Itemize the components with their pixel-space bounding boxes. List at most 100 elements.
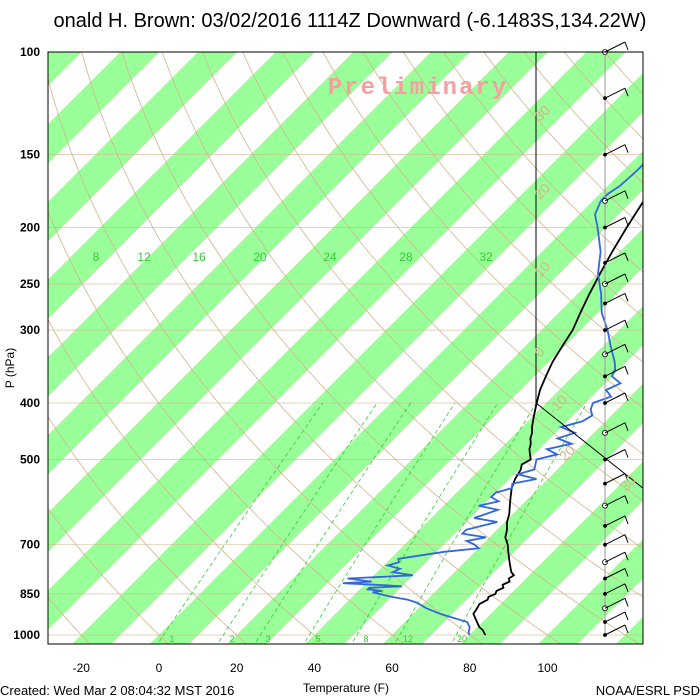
- wind-barb: [604, 551, 626, 563]
- isotherm-band: [691, 52, 700, 647]
- isotherm-line: [48, 52, 471, 475]
- dry-adiabat: [81, 52, 562, 644]
- wind-barb: [604, 343, 626, 355]
- wind-barb: [604, 611, 626, 623]
- wind-barb: [604, 597, 626, 609]
- wind-barb: [604, 422, 626, 434]
- y-tick-label: 850: [20, 587, 40, 601]
- isotherm-line: [48, 52, 238, 242]
- wind-barb: [604, 252, 626, 264]
- wind-barb: [604, 515, 626, 527]
- dry-adiabat: [48, 210, 405, 644]
- wind-barb: [604, 534, 626, 546]
- mixing-ratio-bottom-label: 2: [229, 634, 234, 644]
- mixing-ratio-bottom-label: 20: [457, 634, 467, 644]
- wind-barb-flag: [624, 495, 629, 504]
- isotherm-line: [48, 52, 587, 591]
- wind-barb-flag: [624, 366, 629, 375]
- isotherm-line: [652, 52, 700, 647]
- x-axis-label: Temperature (F): [303, 681, 389, 695]
- y-tick-label: 100: [20, 45, 40, 59]
- wind-barb-flag: [624, 319, 629, 329]
- wind-barb-flag: [624, 273, 629, 283]
- wind-barb: [604, 624, 626, 636]
- mixing-ratio-line: [217, 402, 378, 644]
- mixing-ratio-line: [157, 402, 324, 644]
- wind-barb-flag: [624, 583, 629, 593]
- isotherm-line: [48, 52, 276, 281]
- dry-adiabat: [362, 52, 643, 363]
- watermark: Preliminary: [328, 75, 508, 102]
- mixing-ratio-label: 32: [479, 250, 493, 264]
- isotherm-line: [48, 52, 315, 320]
- dry-adiabat: [242, 52, 643, 502]
- y-tick-label: 500: [20, 452, 40, 466]
- isotherm-line: [48, 52, 354, 358]
- mixing-ratio-bottom-label: 12: [403, 634, 413, 644]
- y-tick-label: 700: [20, 538, 40, 552]
- wind-barb-flag: [624, 41, 629, 51]
- mixing-ratio-label: 20: [253, 250, 267, 264]
- isotherm-line: [305, 306, 643, 644]
- wind-barb-flag: [624, 87, 629, 97]
- dry-adiabat: [322, 52, 643, 409]
- mixing-ratio-label: 24: [323, 250, 337, 264]
- wind-barb: [604, 293, 626, 304]
- wind-barb-flag: [624, 392, 629, 402]
- page-title: onald H. Brown: 03/02/2016 1114Z Downwar…: [53, 10, 647, 32]
- wind-barb-flag: [624, 449, 629, 458]
- isotherm-line: [48, 52, 160, 164]
- mixing-ratio-lines: [157, 402, 588, 644]
- dry-adiabat: [685, 52, 700, 647]
- mixing-ratio-bottom-label: 5: [315, 634, 320, 644]
- isotherm-line: [691, 52, 700, 647]
- wind-barb-flag: [624, 551, 629, 561]
- mixing-ratio-line: [394, 402, 537, 644]
- x-tick-label: 80: [463, 661, 477, 675]
- isotherm-line: [110, 111, 643, 644]
- isotherm-line: [188, 189, 643, 644]
- dry-adiabat: [48, 596, 91, 644]
- dry-adiabat: [48, 77, 483, 644]
- isotherm-bands: [48, 52, 700, 647]
- created-timestamp: Created: Wed Mar 2 08:04:32 MST 2016: [0, 683, 235, 698]
- wind-barb: [604, 273, 626, 285]
- wind-barb: [604, 190, 626, 202]
- dry-adiabat: [48, 508, 169, 644]
- wind-barb-flag: [624, 422, 629, 431]
- wind-barb-flag: [624, 598, 629, 607]
- credit: NOAA/ESRL PSD: [595, 683, 700, 698]
- wind-barb-flag: [624, 217, 629, 226]
- y-tick-label: 150: [20, 148, 40, 162]
- wind-barb: [604, 583, 626, 595]
- x-tick-label: 40: [308, 661, 322, 675]
- mixing-ratio-label: 28: [399, 250, 413, 264]
- wind-barb: [604, 87, 626, 99]
- wind-barb: [604, 495, 626, 507]
- isotherm-line: [48, 52, 510, 514]
- isotherm-line: [48, 52, 199, 203]
- dry-adiabat: [201, 52, 643, 549]
- mixing-ratio-line: [450, 402, 588, 644]
- isotherm-line: [499, 500, 643, 644]
- y-tick-label: 400: [20, 396, 40, 410]
- isotherm-line: [48, 52, 393, 397]
- dry-adiabat: [282, 52, 643, 455]
- wind-barb: [604, 568, 626, 579]
- dry-adiabat: [403, 52, 643, 318]
- wind-barb: [604, 319, 626, 331]
- mixing-ratio-label: 8: [93, 250, 100, 264]
- x-tick-label: 0: [156, 661, 163, 675]
- wind-barb-flag: [624, 611, 629, 621]
- wind-barb: [604, 392, 626, 404]
- wind-barb-flag: [624, 534, 629, 543]
- wind-barb-flag: [624, 144, 629, 153]
- wind-barb: [604, 473, 626, 485]
- mixing-ratio-label: 12: [137, 250, 151, 264]
- wind-barb: [604, 449, 626, 460]
- isotherm-line: [48, 52, 548, 553]
- wind-barb: [604, 41, 626, 53]
- dry-adiabat: [48, 416, 248, 644]
- mixing-ratio-bottom-label: 8: [363, 634, 368, 644]
